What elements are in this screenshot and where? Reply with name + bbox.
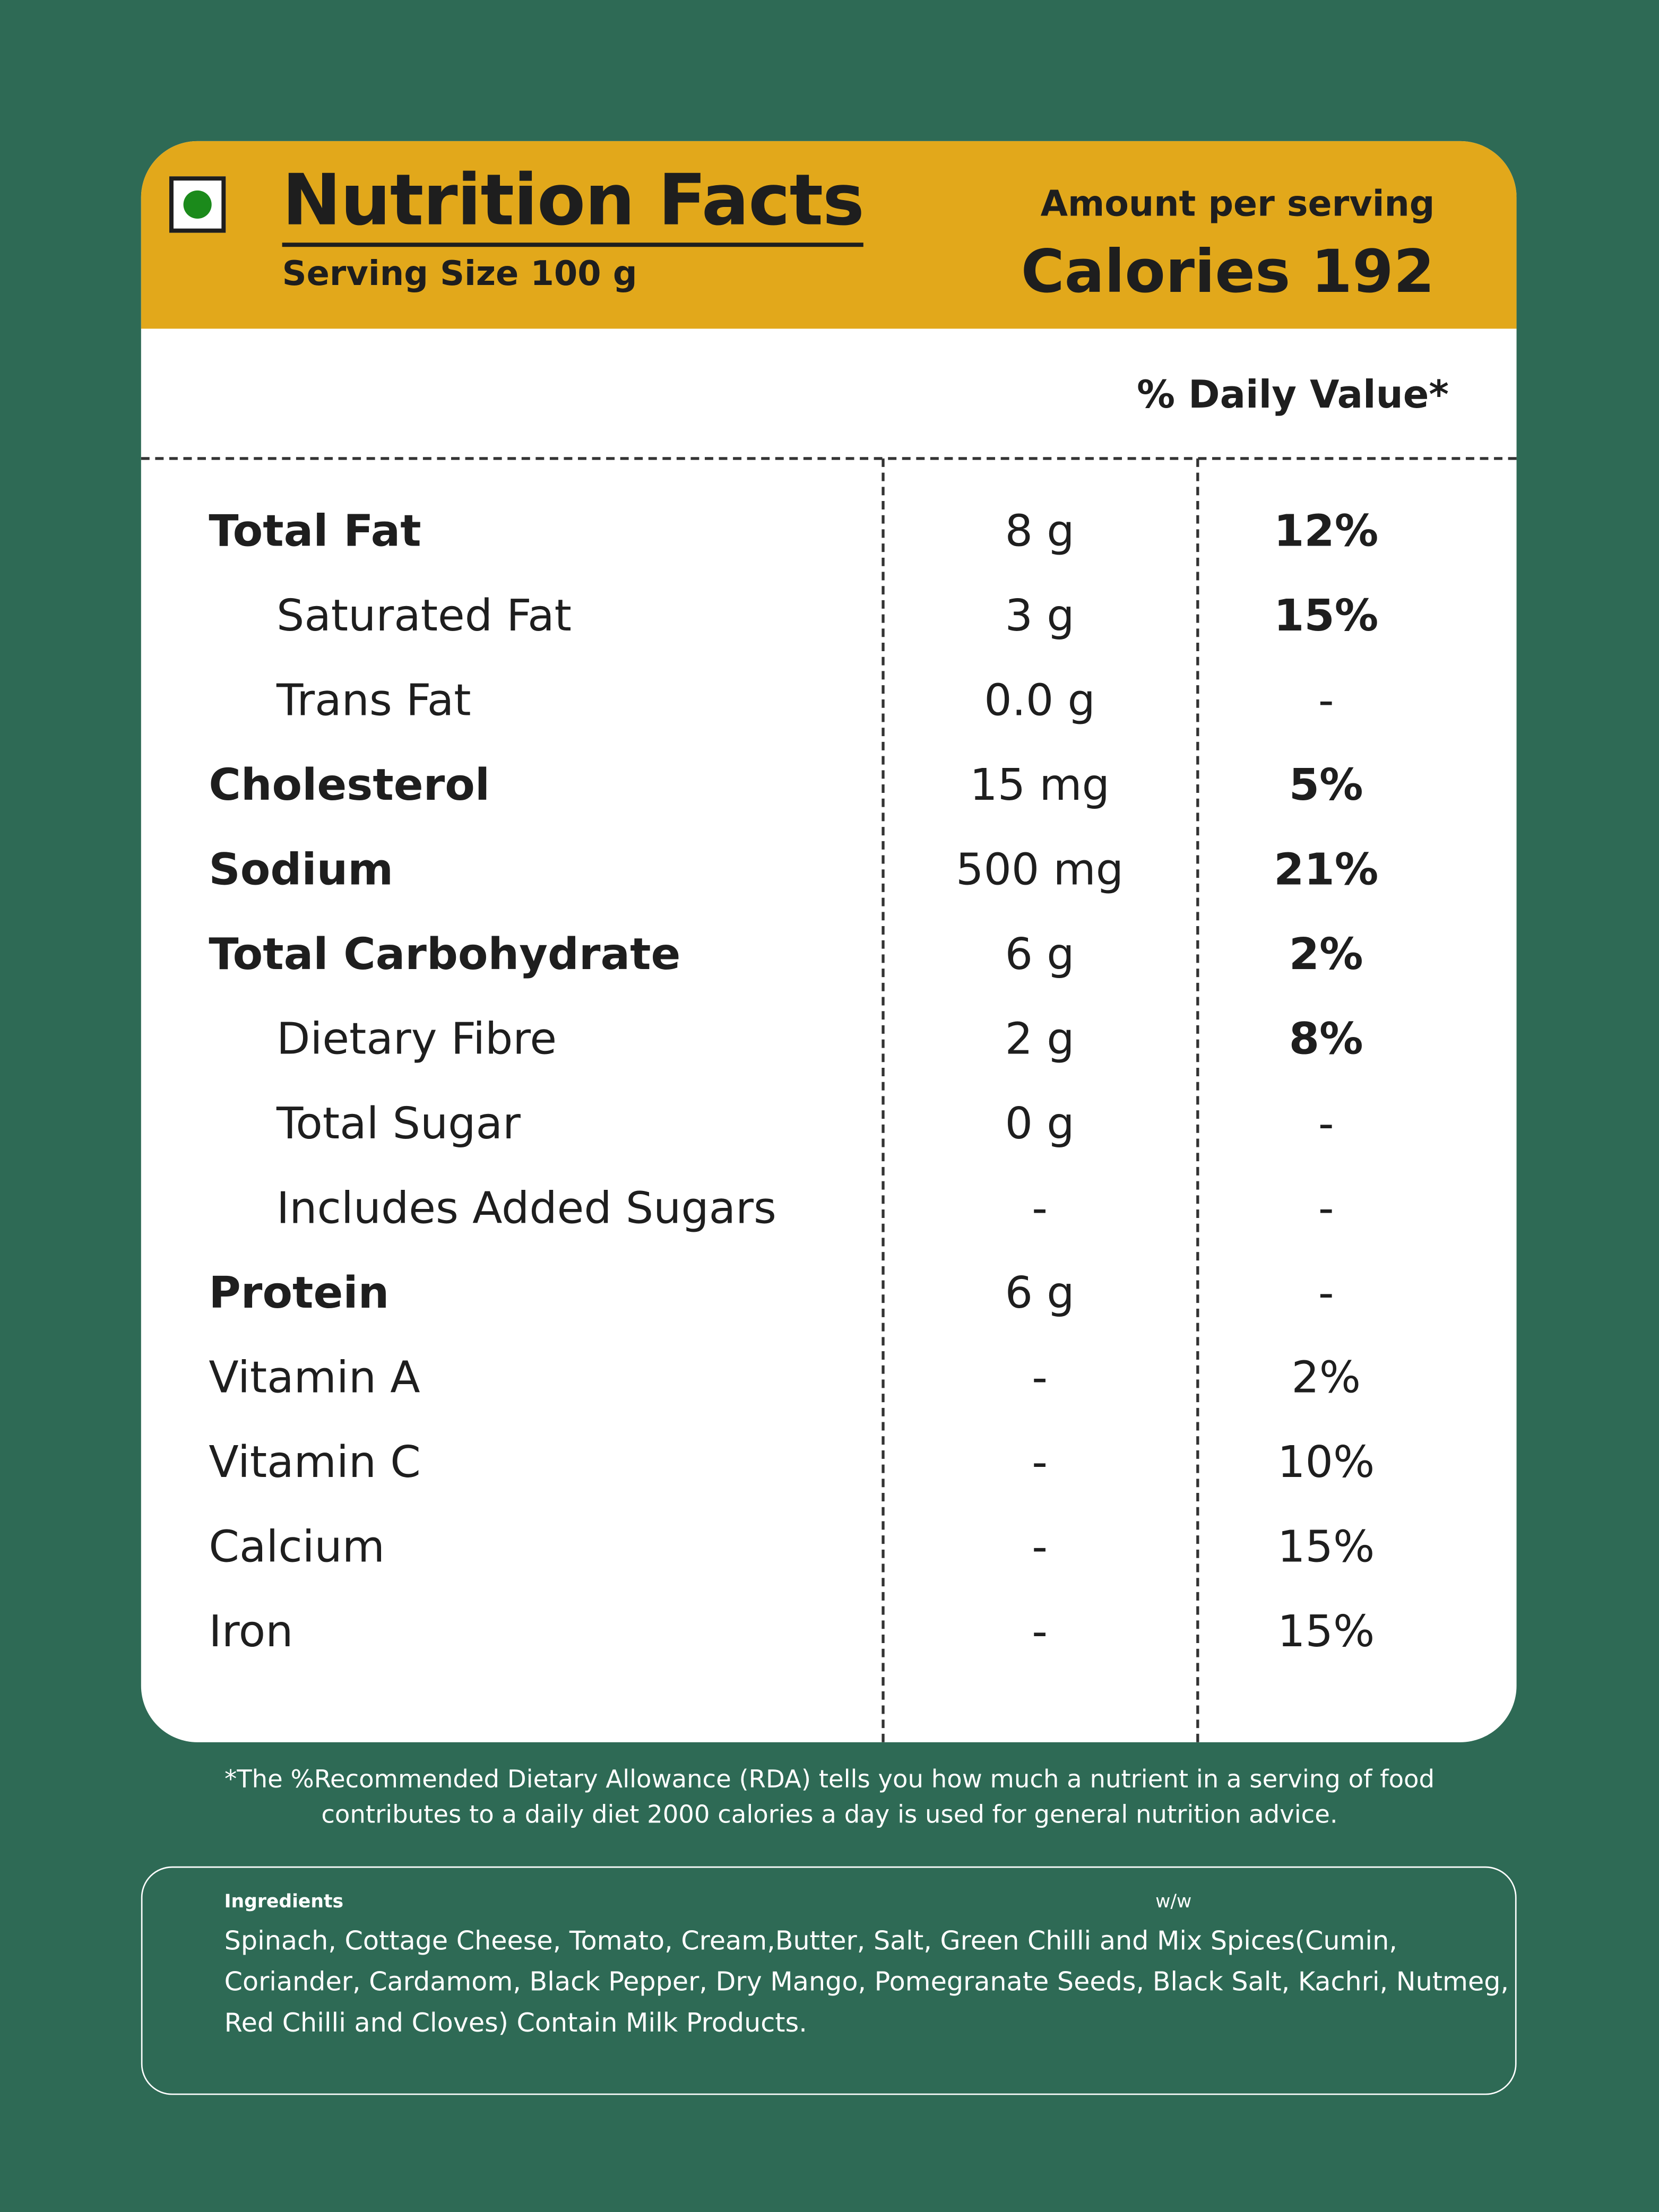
ingredients-text: Spinach, Cottage Cheese, Tomato, Cream,B…: [224, 1927, 1509, 2039]
facts-card: Nutrition Facts Serving Size 100 g Amoun…: [141, 141, 1517, 1742]
daily-value: 21%: [1274, 845, 1379, 896]
amount: 3 g: [1005, 591, 1075, 642]
divider: [882, 458, 885, 1742]
amount-per-serving: Amount per serving: [1040, 183, 1435, 224]
daily-value: -: [1318, 1183, 1334, 1234]
divider: [141, 457, 1517, 460]
serving-size: Serving Size 100 g: [282, 254, 637, 293]
ingredients-box: Ingredients w/w Spinach, Cottage Cheese,…: [141, 1866, 1517, 2095]
daily-value: -: [1318, 676, 1334, 727]
nutrient-name: Calcium: [209, 1522, 385, 1573]
amount: 6 g: [1005, 1268, 1075, 1319]
title: Nutrition Facts: [282, 158, 865, 247]
amount: 500 mg: [956, 845, 1124, 896]
amount: -: [1032, 1353, 1048, 1404]
amount: 8 g: [1005, 506, 1075, 557]
nutrient-name: Vitamin C: [209, 1437, 421, 1489]
footnote: *The %Recommended Dietary Allowance (RDA…: [224, 1766, 1435, 1830]
nutrient-name: Saturated Fat: [276, 591, 572, 642]
nutrient-name: Cholesterol: [209, 760, 490, 811]
nutrient-name: Total Sugar: [276, 1099, 521, 1150]
nutrient-name: Protein: [209, 1268, 390, 1319]
ingredients-label: Ingredients: [224, 1891, 344, 1913]
calories: Calories 192: [1021, 237, 1435, 306]
header: Nutrition Facts Serving Size 100 g Amoun…: [141, 141, 1517, 329]
nutrient-name: Total Fat: [209, 506, 421, 557]
daily-value: -: [1318, 1099, 1334, 1150]
amount: -: [1032, 1606, 1048, 1658]
divider: [1196, 458, 1199, 1742]
amount: -: [1032, 1437, 1048, 1489]
ingredients-unit: w/w: [1155, 1891, 1192, 1913]
nutrient-name: Trans Fat: [276, 676, 471, 727]
amount: 0.0 g: [984, 676, 1095, 727]
nutrient-name: Total Carbohydrate: [209, 929, 681, 981]
daily-value: -: [1318, 1268, 1334, 1319]
nutrient-name: Includes Added Sugars: [276, 1183, 777, 1234]
daily-value: 12%: [1274, 506, 1379, 557]
daily-value: 2%: [1291, 1353, 1361, 1404]
nutrient-name: Sodium: [209, 845, 394, 896]
veg-icon: [169, 176, 226, 233]
nutrient-name: Vitamin A: [209, 1353, 420, 1404]
amount: 2 g: [1005, 1014, 1075, 1065]
daily-value: 8%: [1289, 1014, 1363, 1065]
amount: -: [1032, 1522, 1048, 1573]
nutrient-name: Dietary Fibre: [276, 1014, 557, 1065]
daily-value-header: % Daily Value*: [1137, 374, 1449, 418]
amount: 0 g: [1005, 1099, 1075, 1150]
amount: -: [1032, 1183, 1048, 1234]
daily-value: 15%: [1274, 591, 1379, 642]
daily-value: 10%: [1277, 1437, 1375, 1489]
daily-value: 15%: [1277, 1606, 1375, 1658]
daily-value: 2%: [1289, 929, 1363, 981]
amount: 6 g: [1005, 929, 1075, 981]
daily-value: 5%: [1289, 760, 1363, 811]
nutrient-name: Iron: [209, 1606, 293, 1658]
daily-value: 15%: [1277, 1522, 1375, 1573]
amount: 15 mg: [970, 760, 1110, 811]
